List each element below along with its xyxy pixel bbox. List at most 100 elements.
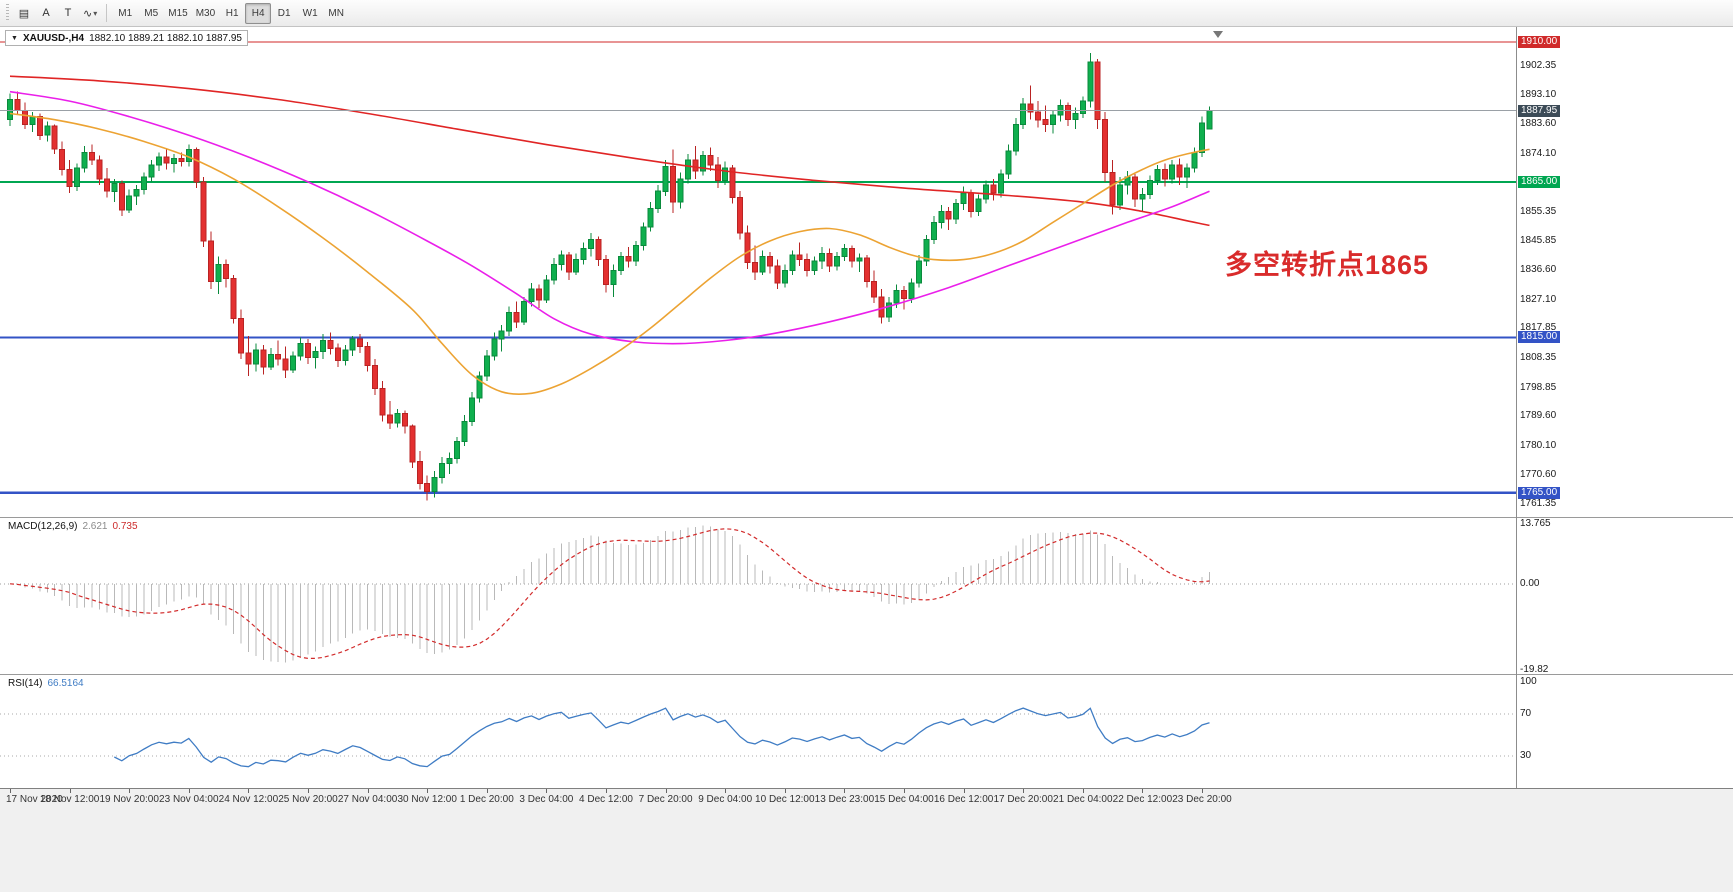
macd-histogram <box>16 525 1210 663</box>
candle-body <box>684 159 691 180</box>
candle-body <box>7 99 13 121</box>
candle-body <box>1012 123 1019 152</box>
candle-body <box>1191 151 1198 169</box>
candle-body <box>543 279 550 301</box>
line-tools-button[interactable]: ∿ ▾ <box>79 3 101 24</box>
candle-body <box>312 350 319 358</box>
candle-body <box>789 254 796 271</box>
candle-body <box>975 198 982 212</box>
text-label-a-icon: A <box>42 7 50 19</box>
candle-body <box>968 192 975 213</box>
candle-body <box>297 343 304 357</box>
candle-body <box>781 270 788 284</box>
candle-body <box>193 148 200 183</box>
candle-body <box>737 196 744 234</box>
text-label-t-button[interactable]: T <box>57 3 79 24</box>
candle-body <box>1050 114 1056 125</box>
candle-body <box>796 254 803 261</box>
candle-body <box>550 263 557 281</box>
candle-body <box>1176 164 1183 178</box>
candle-body <box>513 312 520 323</box>
candle-body <box>826 252 833 267</box>
candle-body <box>1131 176 1138 200</box>
text-label-t-icon: T <box>64 7 72 19</box>
candle-body <box>81 151 88 169</box>
candle-body <box>945 210 952 220</box>
timeframe-w1-button[interactable]: W1 <box>302 7 318 19</box>
timeframe-d1-button[interactable]: D1 <box>277 7 291 19</box>
candle-body <box>923 238 930 262</box>
timeframe-h4-button[interactable]: H4 <box>245 2 272 24</box>
candle-body <box>468 397 475 422</box>
candle-body <box>431 476 438 492</box>
ma-fast-orange <box>9 112 1210 396</box>
candle-body <box>163 156 170 164</box>
candle-body <box>841 248 848 257</box>
candle-body <box>1109 172 1116 206</box>
candle-body <box>774 265 781 284</box>
candle-body <box>573 259 580 273</box>
candle-body <box>36 116 43 136</box>
candle-body <box>178 158 185 163</box>
candle-body <box>819 252 826 262</box>
candle-body <box>74 167 81 188</box>
dropdown-arrow-icon: ▾ <box>93 8 98 18</box>
candle-body <box>386 414 393 424</box>
candle-body <box>305 343 311 359</box>
candle-body <box>1169 164 1176 180</box>
candle-body <box>655 190 662 209</box>
chart-shift-marker-icon[interactable] <box>1213 31 1223 38</box>
toolbar: ▤ A T ∿ ▾ M1 M5 M15 M30 H1 H4 D1 W1 MN <box>0 0 1733 27</box>
candle-body <box>327 340 334 349</box>
candle-body <box>215 263 222 282</box>
candle-body <box>1020 103 1027 125</box>
candle-body <box>319 340 326 352</box>
candle-body <box>237 318 244 354</box>
candle-body <box>156 156 162 166</box>
candle-body <box>647 207 654 228</box>
candle-body <box>170 158 177 164</box>
candle-body <box>677 178 684 203</box>
rsi-line <box>114 707 1210 768</box>
candle-body <box>811 260 818 272</box>
candle-body <box>252 349 259 365</box>
candle-body <box>848 248 855 262</box>
candle-body <box>1139 193 1146 200</box>
candle-body <box>863 257 870 282</box>
line-tools-icon: ∿ <box>83 7 93 20</box>
candle-body <box>521 301 528 323</box>
candle-body <box>88 151 95 161</box>
candle-body <box>603 259 609 286</box>
candle-body <box>901 290 907 300</box>
candle-body <box>625 256 632 262</box>
candle-body <box>1199 122 1205 153</box>
candle-body <box>14 99 21 111</box>
candle-body <box>424 483 431 492</box>
candle-body <box>595 238 602 261</box>
candle-body <box>439 462 446 478</box>
timeframe-m15-button[interactable]: M15 <box>168 7 188 19</box>
candle-body <box>1102 119 1109 174</box>
chart-window-button[interactable]: ▤ <box>13 3 35 24</box>
candle-body <box>461 420 468 442</box>
candle-body <box>133 189 140 197</box>
timeframe-m30-button[interactable]: M30 <box>195 7 216 19</box>
candle-body <box>1154 169 1161 181</box>
candle-body <box>275 354 282 360</box>
candle-body <box>714 164 721 181</box>
candle-body <box>856 257 863 262</box>
time-axis-background <box>0 788 1733 892</box>
text-label-a-button[interactable]: A <box>35 3 57 24</box>
candle-body <box>1146 179 1153 195</box>
candle-body <box>29 116 36 125</box>
toolbar-grip[interactable] <box>6 4 9 22</box>
candle-body <box>670 165 677 203</box>
timeframe-h1-button[interactable]: H1 <box>225 7 239 19</box>
candle-body <box>833 256 840 267</box>
timeframe-m1-button[interactable]: M1 <box>118 7 133 19</box>
candle-body <box>528 288 535 303</box>
timeframe-m5-button[interactable]: M5 <box>144 7 159 19</box>
candle-body <box>640 226 647 247</box>
timeframe-mn-button[interactable]: MN <box>328 7 344 19</box>
